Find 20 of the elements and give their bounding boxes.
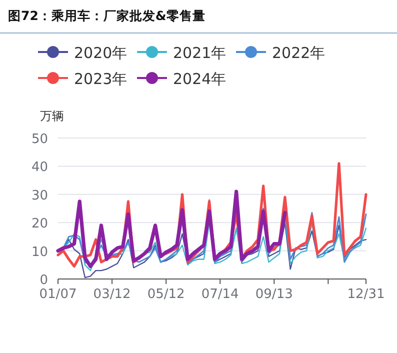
x-tick-label: 03/12 (93, 287, 131, 302)
legend-label: 2021年 (173, 44, 226, 62)
chart-title: 图72：乘用车：厂家批发&零售量 (8, 8, 206, 23)
y-tick-label: 0 (40, 273, 48, 288)
y-tick-label: 20 (31, 216, 48, 232)
y-tick-label: 30 (31, 188, 48, 204)
y-tick-label: 50 (31, 132, 48, 147)
line-series (56, 190, 287, 268)
y-tick-label: 10 (31, 244, 48, 260)
legend-label: 2024年 (173, 70, 226, 88)
legend-label: 2023年 (74, 70, 128, 88)
y-axis-title: 万辆 (40, 109, 64, 123)
x-tick-label: 09/13 (255, 287, 293, 302)
x-tick-label: 07/14 (201, 287, 239, 302)
x-tick-label: 12/31 (347, 287, 385, 302)
legend-label: 2022年 (272, 44, 326, 62)
y-tick-label: 40 (31, 160, 48, 176)
legend-label: 2020年 (74, 44, 128, 62)
x-tick-label: 05/12 (147, 287, 185, 302)
x-tick-label: 01/07 (39, 287, 77, 302)
